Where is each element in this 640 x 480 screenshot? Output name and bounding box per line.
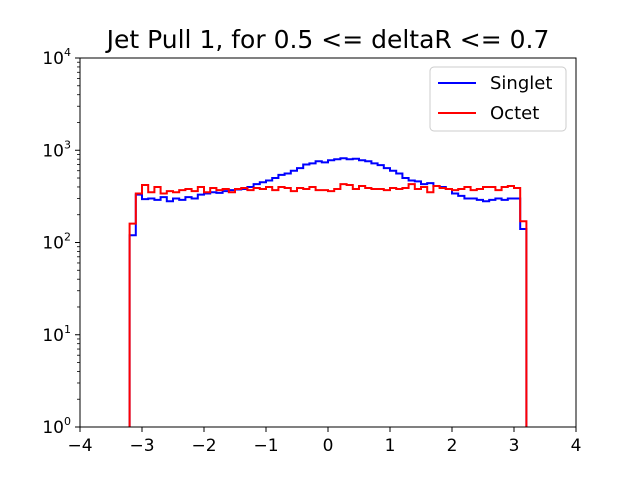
legend-label-octet: Octet (490, 103, 539, 124)
axes-layer: −4 −3 −2 −1 0 1 2 3 4 100 101 102 103 104 (42, 46, 581, 456)
x-tick-label: 1 (385, 436, 396, 456)
y-tick-label: 103 (42, 138, 71, 161)
chart-title: Jet Pull 1, for 0.5 <= deltaR <= 0.7 (105, 25, 550, 54)
x-tick-label: 0 (323, 436, 334, 456)
x-tick-label: 3 (509, 436, 520, 456)
series-layer (128, 157, 528, 427)
series-line-octet (128, 183, 528, 427)
y-tick-label: 101 (42, 323, 71, 346)
x-tick-label: −4 (67, 436, 92, 456)
x-tick-label: −2 (191, 436, 216, 456)
x-tick-label: −3 (129, 436, 154, 456)
x-tick-label: −1 (253, 436, 278, 456)
x-tick-label: 4 (571, 436, 582, 456)
series-octet (128, 183, 528, 427)
legend: Singlet Octet (429, 66, 567, 132)
series-singlet (128, 157, 528, 427)
y-tick-label: 104 (42, 46, 71, 69)
y-tick-label: 100 (42, 415, 71, 438)
legend-label-singlet: Singlet (490, 73, 552, 94)
series-line-singlet (128, 157, 528, 427)
y-tick-label: 102 (42, 231, 71, 254)
x-tick-label: 2 (447, 436, 458, 456)
